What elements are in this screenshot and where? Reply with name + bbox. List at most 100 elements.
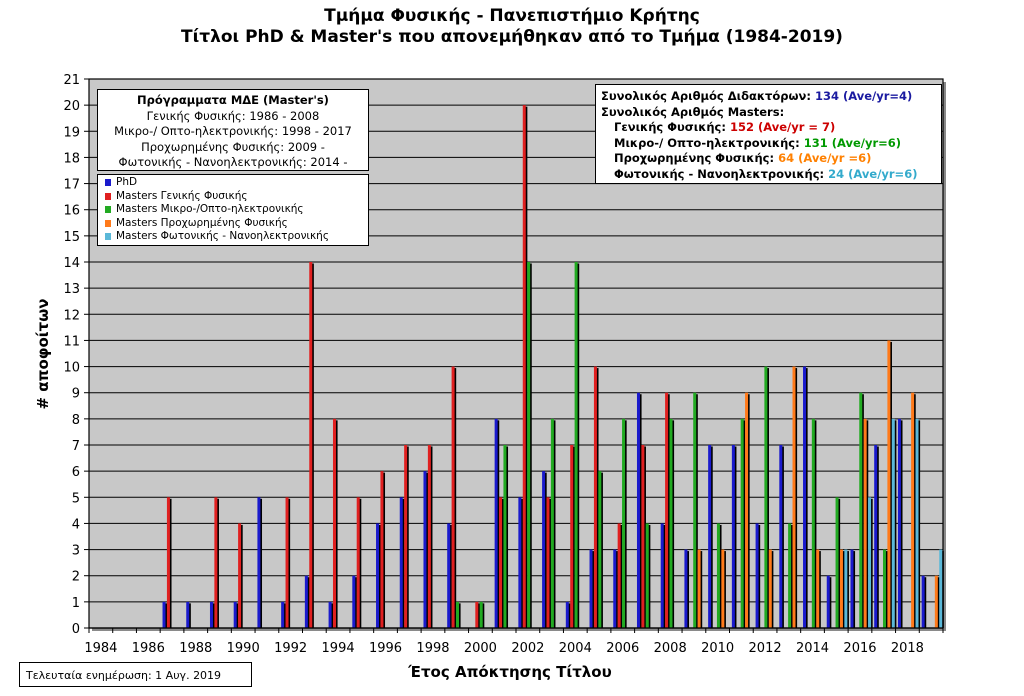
bar-shadow [496, 420, 500, 628]
bar-shadow [865, 420, 869, 628]
bar [792, 366, 796, 628]
bar-shadow [789, 524, 793, 628]
bar [565, 601, 569, 628]
bar [598, 471, 602, 628]
y-tick-label: 2 [72, 570, 80, 585]
bar-shadow [358, 498, 362, 628]
bar-shadow [519, 498, 523, 628]
bar [868, 497, 872, 628]
bar [934, 575, 938, 628]
program-line: Προχωρημένης Φυσικής: 2009 - [141, 139, 325, 154]
phd-total-label: Συνολικός Αριθμός Διδακτόρων: [601, 89, 815, 103]
bar-shadow [334, 420, 338, 628]
bar-shadow [642, 446, 646, 628]
program-line: Γενικής Φυσικής: 1986 - 2008 [146, 108, 320, 123]
bar [693, 392, 697, 628]
masters-total-row-label: Φωτονικής - Νανοηλεκτρονικής: [614, 166, 829, 181]
bar [891, 418, 895, 628]
y-tick-label: 4 [72, 517, 80, 532]
x-tick-label: 2002 [511, 641, 544, 656]
bar [835, 497, 839, 628]
bar [721, 549, 725, 628]
bar-shadow [869, 498, 873, 628]
legend-item: Masters Μικρο-/Οπτο-ηλεκτρονικής [105, 203, 368, 217]
bar [527, 262, 531, 628]
bar-shadow [524, 106, 528, 628]
bar [915, 418, 919, 628]
bar-shadow [457, 603, 461, 628]
masters-total-row: Προχωρημένης Φυσικής: 64 (Ave/yr =6) [614, 151, 941, 167]
bar-shadow [647, 524, 651, 628]
bar-shadow [599, 472, 603, 628]
last-update-note: Τελευταία ενημέρωση: 1 Αυγ. 2019 [19, 662, 252, 687]
bar-shadow [425, 472, 429, 628]
bar [779, 445, 783, 628]
bar [542, 471, 546, 628]
bar [475, 601, 479, 628]
x-tick-label: 2014 [796, 641, 829, 656]
x-tick-label: 2008 [654, 641, 687, 656]
phd-total-row: Συνολικός Αριθμός Διδακτόρων: 134 (Ave/y… [601, 89, 941, 105]
bar [166, 497, 170, 628]
bar [380, 471, 384, 628]
bar [826, 575, 830, 628]
bar [665, 392, 669, 628]
bar [863, 418, 867, 628]
legend-label: Masters Γενικής Φυσικής [116, 189, 248, 202]
masters-total-row-label: Μικρο-/ Οπτο-ηλεκτρονικής: [614, 135, 804, 150]
bar-shadow [571, 446, 575, 628]
bar-shadow [306, 577, 310, 628]
y-tick-label: 13 [63, 282, 80, 297]
bar-shadow [757, 524, 761, 628]
legend-swatch [105, 192, 111, 200]
bar [376, 523, 380, 628]
programs-box: Πρόγραμματα ΜΔΕ (Master's) Γενικής Φυσικ… [97, 89, 369, 171]
bar [570, 445, 574, 628]
masters-total-row-value: 24 (Ave/yr=6) [828, 166, 918, 181]
totals-box: Συνολικός Αριθμός Διδακτόρων: 134 (Ave/y… [595, 84, 942, 184]
bar [613, 549, 617, 628]
legend-item: Masters Προχωρημένης Φυσικής [105, 217, 368, 231]
bar-shadow [259, 498, 263, 628]
x-tick-label: 1994 [322, 641, 355, 656]
bar-shadow [282, 603, 286, 628]
y-tick-label: 19 [63, 125, 80, 140]
x-tick-label: 2016 [843, 641, 876, 656]
bar [479, 601, 483, 628]
legend-label: PhD [116, 176, 138, 188]
bar [304, 575, 308, 628]
bar [399, 497, 403, 628]
y-tick-label: 16 [63, 204, 80, 219]
y-tick-label: 10 [63, 361, 80, 376]
bar-shadow [619, 524, 623, 628]
bar-shadow [742, 420, 746, 628]
y-tick-label: 6 [72, 465, 80, 480]
bar [309, 262, 313, 628]
bar-shadow [453, 368, 457, 628]
x-axis-label: Έτος Απόκτησης Τίτλου [408, 663, 612, 681]
bar [844, 549, 848, 628]
x-tick-label: 2006 [606, 641, 639, 656]
legend-item: PhD [105, 176, 368, 190]
bar-shadow [923, 577, 927, 628]
bar-shadow [239, 524, 243, 628]
bar-shadow [662, 524, 666, 628]
bar-shadow [505, 446, 509, 628]
masters-total-label: Συνολικός Αριθμός Masters: [601, 104, 785, 119]
bar-shadow [576, 263, 580, 628]
bar-shadow [888, 341, 892, 628]
bar-shadow [595, 368, 599, 628]
bar-shadow [875, 446, 879, 628]
bar [939, 549, 943, 628]
bar [740, 418, 744, 628]
bar-shadow [828, 577, 832, 628]
bar [708, 445, 712, 628]
bar [352, 575, 356, 628]
legend-item: Masters Φωτονικής - Νανοηλεκτρονικής [105, 230, 368, 244]
bar [622, 418, 626, 628]
legend-swatch [105, 219, 111, 227]
legend-item: Masters Γενικής Φυσικής [105, 189, 368, 204]
y-tick-label: 17 [63, 178, 80, 193]
bar-shadow [567, 603, 571, 628]
bar-shadow [353, 577, 357, 628]
